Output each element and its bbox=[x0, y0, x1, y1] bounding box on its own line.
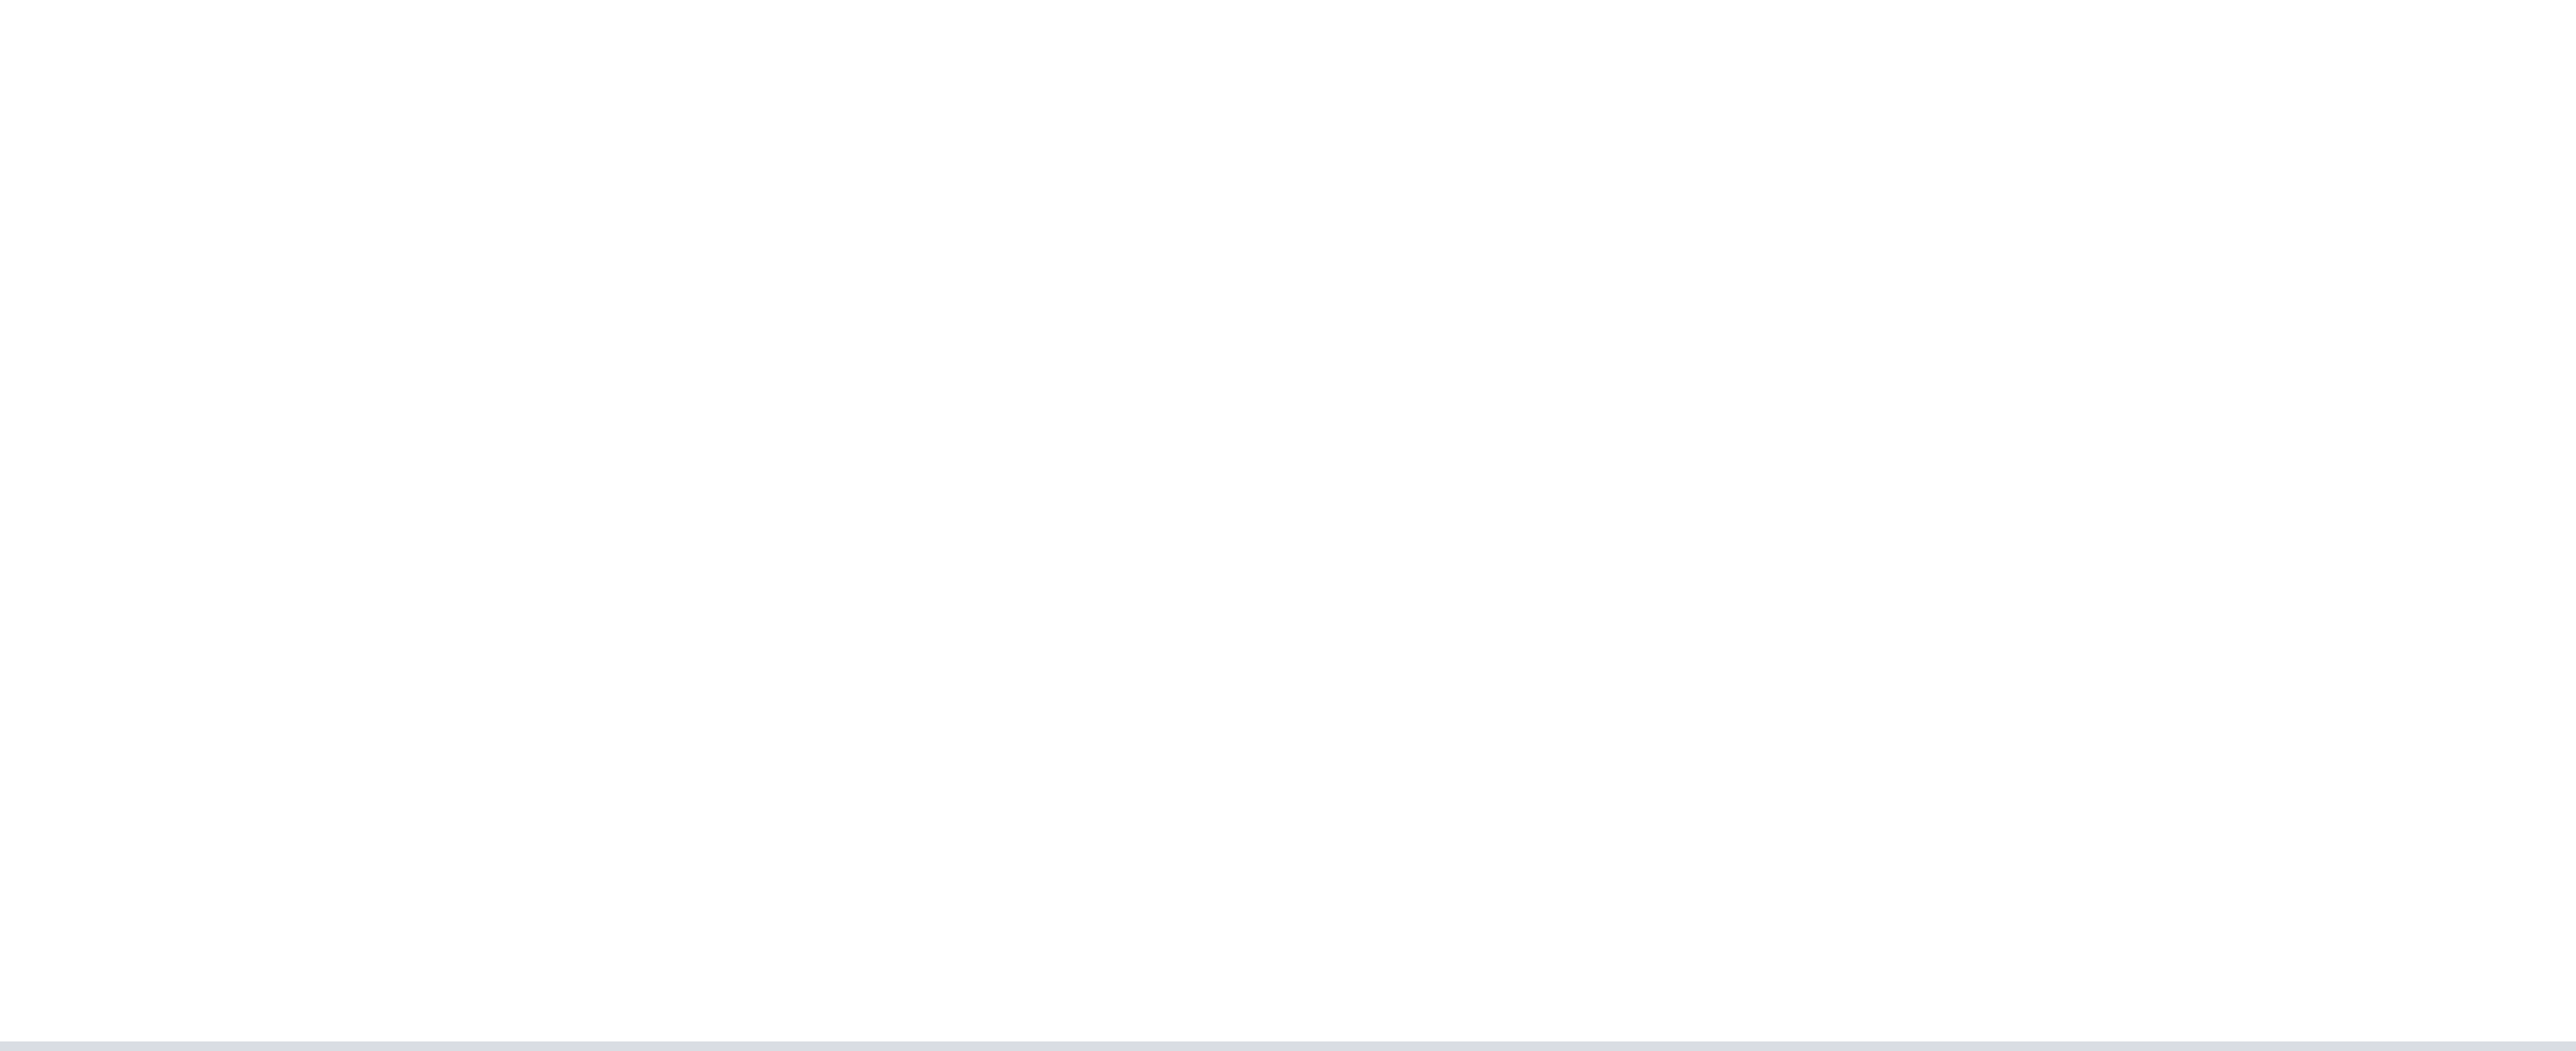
window-bottom-bar bbox=[0, 1041, 2576, 1051]
